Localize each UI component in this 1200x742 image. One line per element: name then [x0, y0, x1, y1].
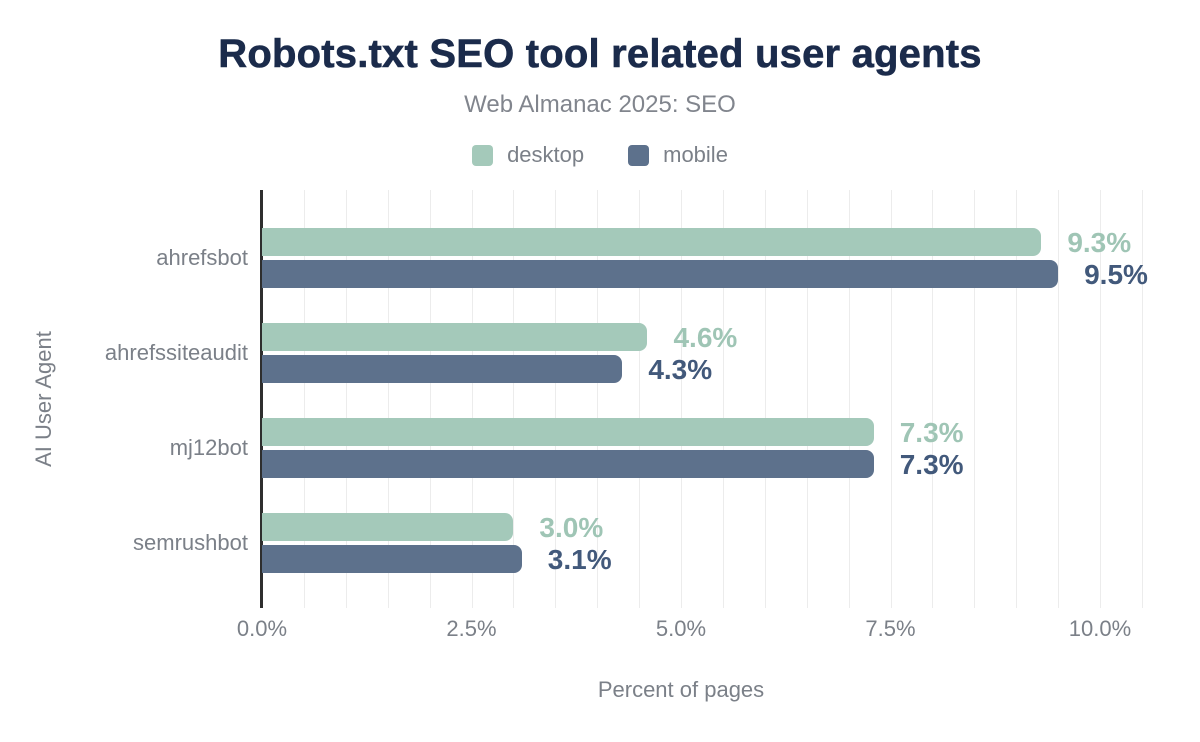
- category-label-ahrefsbot: ahrefsbot: [156, 245, 248, 270]
- bar-desktop-semrushbot: [262, 513, 514, 541]
- legend: desktop mobile: [0, 142, 1200, 168]
- bar-mobile-ahrefssiteaudit: [262, 355, 623, 383]
- category-label-semrushbot: semrushbot: [133, 530, 248, 555]
- gridline: [806, 190, 808, 608]
- gridline: [890, 190, 892, 608]
- legend-label-desktop: desktop: [507, 142, 585, 167]
- x-tick-label-7.5%: 7.5%: [865, 616, 916, 641]
- category-label-mj12bot: mj12bot: [169, 435, 248, 460]
- value-label-mobile-mj12bot: 7.3%: [899, 449, 964, 480]
- x-tick-label-0.0%: 0.0%: [236, 616, 288, 641]
- chart-title: Robots.txt SEO tool related user agents: [218, 32, 982, 77]
- gridline: [722, 190, 724, 608]
- x-tick-label-2.5%: 2.5%: [446, 616, 497, 641]
- value-label-desktop-semrushbot: 3.0%: [539, 512, 604, 543]
- category-label-ahrefssiteaudit: ahrefssiteaudit: [104, 340, 248, 365]
- value-label-mobile-ahrefssiteaudit: 4.3%: [648, 354, 713, 385]
- x-tick-label-5.0%: 5.0%: [655, 616, 707, 641]
- gridline: [429, 190, 431, 608]
- gridline: [764, 190, 766, 608]
- gridline: [848, 190, 850, 608]
- legend-label-mobile: mobile: [663, 142, 728, 167]
- bar-desktop-ahrefssiteaudit: [262, 323, 648, 351]
- gridline: [555, 190, 557, 608]
- gridline: [932, 190, 934, 608]
- bar-mobile-mj12bot: [262, 450, 874, 478]
- gridline: [345, 190, 347, 608]
- gridline: [513, 190, 515, 608]
- legend-item-mobile: mobile: [628, 142, 728, 168]
- value-label-mobile-semrushbot: 3.1%: [547, 544, 612, 575]
- bar-mobile-ahrefsbot: [262, 260, 1059, 288]
- bar-desktop-ahrefsbot: [262, 228, 1042, 256]
- gridline: [1141, 190, 1143, 608]
- gridline: [1016, 190, 1018, 608]
- gridline: [1058, 190, 1060, 608]
- y-axis-title: AI User Agent: [31, 331, 56, 467]
- value-label-desktop-ahrefsbot: 9.3%: [1067, 227, 1132, 258]
- gridline: [639, 190, 641, 608]
- chart-subtitle: Web Almanac 2025: SEO: [464, 91, 736, 118]
- gridline: [471, 190, 473, 608]
- value-label-desktop-ahrefssiteaudit: 4.6%: [673, 322, 738, 353]
- gridline: [387, 190, 389, 608]
- gridline: [1100, 190, 1101, 608]
- bar-desktop-mj12bot: [262, 418, 874, 446]
- value-label-desktop-mj12bot: 7.3%: [899, 417, 964, 448]
- legend-swatch-desktop-icon: [472, 144, 494, 166]
- gridline: [303, 190, 305, 608]
- legend-item-desktop: desktop: [472, 142, 584, 168]
- gridline: [974, 190, 976, 608]
- bar-mobile-semrushbot: [262, 545, 522, 573]
- gridline: [597, 190, 599, 608]
- gridline: [681, 190, 682, 608]
- x-axis-title: Percent of pages: [597, 677, 765, 702]
- legend-swatch-mobile-icon: [628, 144, 650, 166]
- x-tick-label-10.0%: 10.0%: [1068, 616, 1132, 641]
- y-axis-line: [260, 190, 263, 608]
- value-label-mobile-ahrefsbot: 9.5%: [1084, 259, 1148, 290]
